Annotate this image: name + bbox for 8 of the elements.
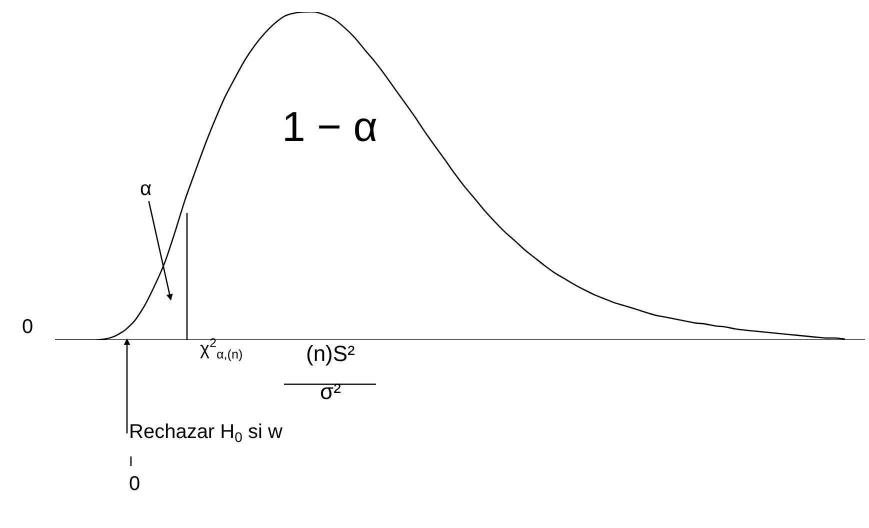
text: 0 (129, 473, 140, 495)
text: (n)S² (306, 341, 355, 366)
annotation: α (140, 178, 152, 200)
annotation: 1 − α (282, 103, 378, 150)
text: I (129, 453, 133, 469)
text: σ² (320, 379, 341, 404)
text: 0 (22, 316, 34, 338)
text: Rechazar H$_{0}$ si w (129, 421, 283, 446)
